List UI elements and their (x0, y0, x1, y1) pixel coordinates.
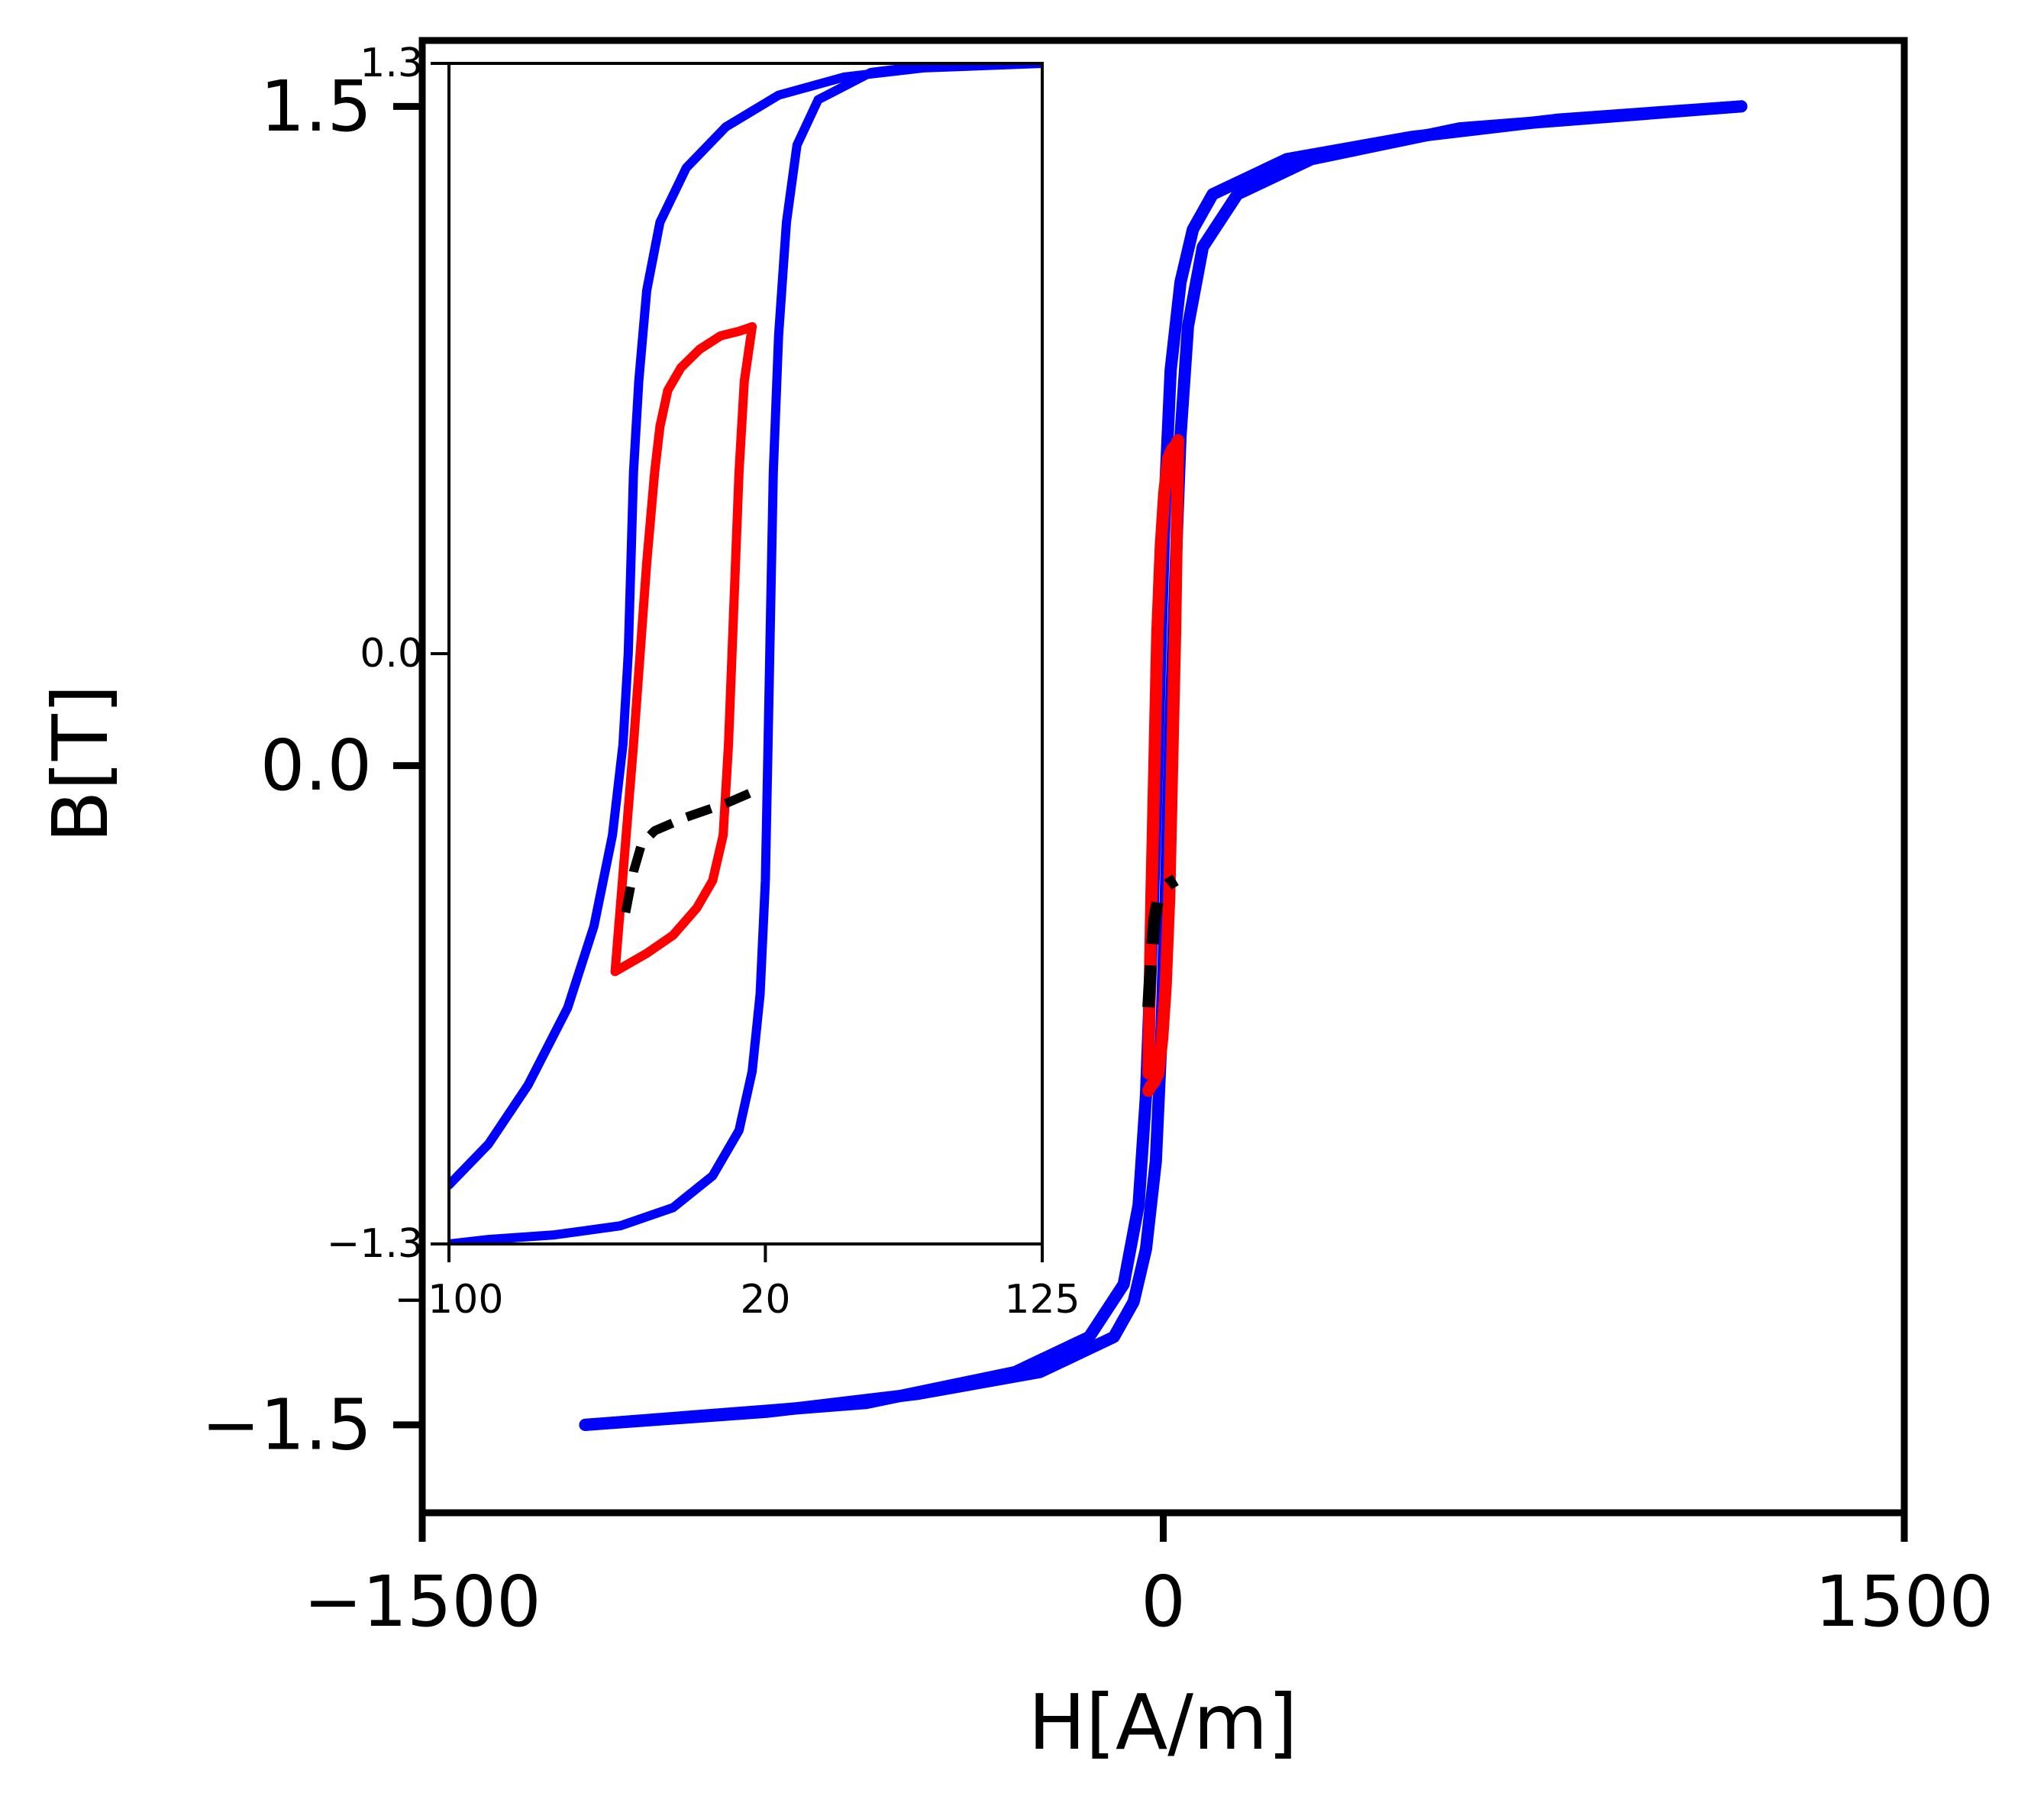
inset-plot: −100 20 125 −1.3 0.0 1.3 (327, 40, 1080, 1323)
inset-series-line-0 (449, 63, 950, 1244)
inset-y-tick-label: 0.0 (360, 631, 423, 677)
main-x-tick-label: 1500 (1815, 1561, 1994, 1643)
inset-x-tick-label: −100 (395, 1277, 504, 1323)
inset-series-group (449, 63, 1042, 1244)
main-plot: −1500 0 1500 −1.5 0.0 1.5 H[A/m] B[T] (36, 37, 1994, 1767)
inset-series-line-4 (621, 785, 760, 914)
main-y-tick-label: −1.5 (202, 1384, 372, 1465)
inset-ticks-group: −100 20 125 −1.3 0.0 1.3 (327, 40, 1080, 1323)
x-axis-label: H[A/m] (1028, 1678, 1298, 1767)
main-series-line-3 (1142, 434, 1184, 1097)
main-series-group (579, 100, 1748, 1431)
inset-y-tick-label: 1.3 (360, 40, 423, 86)
inset-series-line-1 (449, 63, 1042, 1190)
main-y-tick-label: 0.0 (260, 725, 372, 806)
main-x-tick-label: 0 (1141, 1561, 1186, 1643)
main-series-line-4 (1142, 874, 1179, 1008)
main-y-tick-label: 1.5 (260, 66, 372, 147)
inset-x-tick-label: 125 (1004, 1277, 1080, 1323)
main-ticks-group: −1500 0 1500 −1.5 0.0 1.5 (202, 66, 1994, 1643)
inset-series-line-2 (610, 321, 757, 977)
inset-y-tick-label: −1.3 (327, 1221, 423, 1267)
y-axis-label: B[T] (36, 684, 125, 843)
inset-x-tick-label: 20 (740, 1277, 790, 1323)
main-x-tick-label: −1500 (303, 1561, 541, 1643)
inset-series-line-3 (610, 321, 757, 977)
